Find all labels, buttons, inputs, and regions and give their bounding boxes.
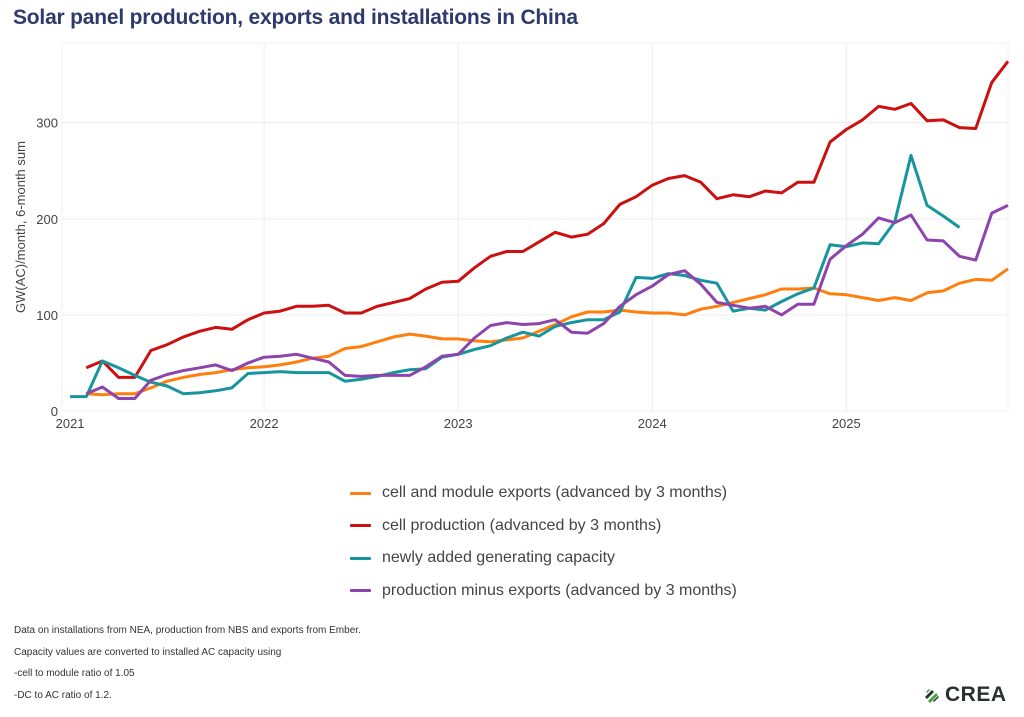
legend-label: cell and module exports (advanced by 3 m… [382, 484, 728, 502]
y-tick-label: 200 [36, 212, 58, 227]
legend-swatch [350, 524, 371, 528]
y-axis-ticks: 0 100 200 300 [36, 116, 58, 419]
series-line-cell-1 [85, 60, 1010, 379]
legend-item-exports[interactable]: cell and module exports (advanced by 3 m… [350, 477, 737, 510]
x-tick-label: 2021 [56, 416, 85, 431]
grid [61, 42, 1009, 412]
y-axis-label: GW(AC)/month, 6-month sum [13, 141, 28, 313]
legend-swatch [350, 556, 371, 560]
note-line: Data on installations from NEA, producti… [14, 625, 361, 636]
series-lines [70, 60, 1010, 400]
note-line: Capacity values are converted to install… [14, 646, 282, 658]
legend-label: production minus exports (advanced by 3 … [382, 581, 737, 599]
crea-leaf-icon [925, 689, 939, 703]
chart-title: Solar panel production, exports and inst… [13, 6, 578, 29]
x-axis-ticks: 2021 2022 2023 2024 2025 [56, 416, 861, 431]
x-tick-label: 2022 [250, 416, 279, 431]
x-tick-label: 2025 [832, 416, 861, 431]
source-notes: Data on installations from NEA, producti… [14, 624, 361, 711]
legend: cell and module exports (advanced by 3 m… [350, 477, 737, 607]
legend-label: newly added generating capacity [382, 549, 616, 567]
legend-swatch [350, 589, 371, 593]
series-line-newly-2 [70, 153, 961, 399]
plot-frame [61, 42, 1009, 412]
y-tick-label: 0 [51, 404, 58, 419]
x-tick-label: 2023 [444, 416, 473, 431]
crea-logo: CREA [922, 683, 1007, 707]
legend-swatch [350, 491, 371, 495]
note-line: -DC to AC ratio of 1.2. [14, 690, 112, 702]
series-line-cell-0 [86, 267, 1009, 397]
y-tick-label: 300 [36, 116, 58, 131]
legend-item-new-capacity[interactable]: newly added generating capacity [350, 542, 737, 575]
crea-logo-text: CREA [945, 683, 1007, 706]
note-line: -cell to module ratio of 1.05 [14, 668, 135, 680]
legend-label: cell production (advanced by 3 months) [382, 516, 662, 534]
series-line-production-3 [85, 204, 1009, 400]
legend-item-production-minus-exports[interactable]: production minus exports (advanced by 3 … [350, 575, 737, 608]
x-tick-label: 2024 [638, 416, 667, 431]
y-tick-label: 100 [36, 308, 58, 323]
legend-item-cell-production[interactable]: cell production (advanced by 3 months) [350, 510, 737, 543]
